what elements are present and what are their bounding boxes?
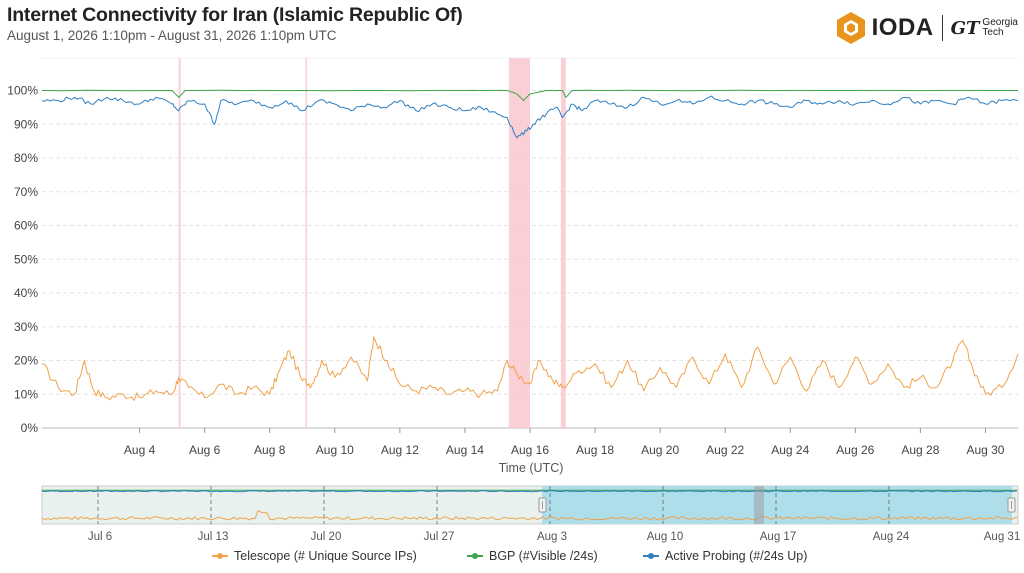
probing-legend-icon: [643, 553, 659, 559]
bgp-legend-icon: [467, 553, 483, 559]
y-tick-label: 0%: [21, 421, 39, 435]
legend-item-bgp[interactable]: BGP (#Visible /24s): [467, 549, 598, 563]
x-tick-label: Aug 8: [254, 443, 286, 457]
time-range-navigator[interactable]: Jul 6 Jul 13 Jul 20 Jul 27 Aug 3 Aug 10 Aug 17…: [0, 480, 1024, 560]
y-tick-label: 60%: [14, 219, 38, 233]
outage-highlights: [178, 58, 566, 428]
navigator-x-tick-label: Aug 17: [760, 531, 796, 543]
georgia-tech-logo-text: Georgia Tech: [982, 18, 1018, 38]
navigator-x-tick-label: Aug 10: [647, 531, 683, 543]
navigator-x-axis-ticks: Jul 6 Jul 13 Jul 20 Jul 27 Aug 3 Aug 10 Aug 17…: [88, 531, 1020, 543]
y-tick-label: 30%: [14, 320, 38, 334]
telescope-legend-icon: [212, 553, 228, 559]
legend-label-probing: Active Probing (#/24s Up): [665, 549, 808, 563]
x-axis-ticks: Aug 4 Aug 6 Aug 8 Aug 10 Aug 12 Aug 14 Aug 16 A…: [124, 428, 1005, 457]
page-title: Internet Connectivity for Iran (Islamic …: [7, 4, 463, 26]
x-axis-label: Time (UTC): [499, 461, 564, 475]
gt-line2: Tech: [982, 27, 1004, 38]
navigator-x-tick-label: Aug 24: [873, 531, 910, 543]
outage-span[interactable]: [508, 58, 530, 428]
y-tick-label: 50%: [14, 252, 38, 266]
navigator-x-tick-label: Aug 3: [537, 531, 567, 543]
gt-line1: Georgia: [982, 17, 1018, 28]
page-subtitle: August 1, 2026 1:10pm - August 31, 2026 …: [7, 28, 337, 43]
legend-label-bgp: BGP (#Visible /24s): [489, 549, 598, 563]
navigator-probing-line: [41, 490, 1018, 493]
navigator-x-tick-label: Jul 6: [88, 531, 112, 543]
legend-label-telescope: Telescope (# Unique Source IPs): [234, 549, 417, 563]
y-axis-ticks: 0% 10% 20% 30% 40% 50% 60% 70% 80% 90% 100%: [7, 84, 38, 436]
navigator-outage-band: [754, 486, 764, 524]
x-tick-label: Aug 28: [901, 443, 939, 457]
x-tick-label: Aug 18: [576, 443, 614, 457]
ioda-logo-icon: [836, 12, 865, 44]
chart-legend: Telescope (# Unique Source IPs) BGP (#Vi…: [0, 549, 1024, 567]
navigator-x-tick-label: Aug 31: [984, 531, 1020, 543]
navigator-series: [41, 489, 1018, 521]
y-tick-label: 80%: [14, 151, 38, 165]
x-tick-label: Aug 30: [966, 443, 1004, 457]
series-lines: [41, 89, 1019, 401]
navigator-x-tick-label: Jul 27: [424, 531, 455, 543]
y-tick-label: 40%: [14, 286, 38, 300]
logo-group[interactable]: IODA GT Georgia Tech: [836, 9, 1018, 47]
telescope-line[interactable]: [41, 336, 1019, 401]
probing-line[interactable]: [41, 95, 1019, 139]
y-tick-label: 90%: [14, 117, 38, 131]
legend-item-telescope[interactable]: Telescope (# Unique Source IPs): [212, 549, 417, 563]
x-tick-label: Aug 22: [706, 443, 744, 457]
x-tick-label: Aug 10: [316, 443, 354, 457]
x-tick-label: Aug 4: [124, 443, 156, 457]
y-tick-label: 70%: [14, 185, 38, 199]
x-tick-label: Aug 26: [836, 443, 874, 457]
x-tick-label: Aug 20: [641, 443, 679, 457]
x-tick-label: Aug 6: [189, 443, 221, 457]
legend-item-probing[interactable]: Active Probing (#/24s Up): [643, 549, 807, 563]
navigator-x-tick-label: Jul 13: [198, 531, 229, 543]
bgp-line[interactable]: [41, 89, 1018, 102]
y-tick-label: 100%: [7, 84, 38, 98]
navigator-telescope-line: [41, 510, 1018, 521]
x-tick-label: Aug 14: [446, 443, 484, 457]
x-tick-label: Aug 24: [771, 443, 809, 457]
outage-span[interactable]: [305, 58, 308, 428]
y-tick-label: 20%: [14, 354, 38, 368]
ioda-logo-text: IODA: [871, 14, 934, 41]
logo-divider: [941, 15, 943, 41]
outage-span[interactable]: [178, 58, 181, 428]
outage-span[interactable]: [560, 58, 566, 428]
x-tick-label: Aug 16: [511, 443, 549, 457]
y-tick-label: 10%: [14, 387, 38, 401]
x-tick-label: Aug 12: [381, 443, 419, 457]
navigator-x-tick-label: Jul 20: [311, 531, 342, 543]
georgia-tech-logo-mark: GT: [950, 17, 980, 39]
